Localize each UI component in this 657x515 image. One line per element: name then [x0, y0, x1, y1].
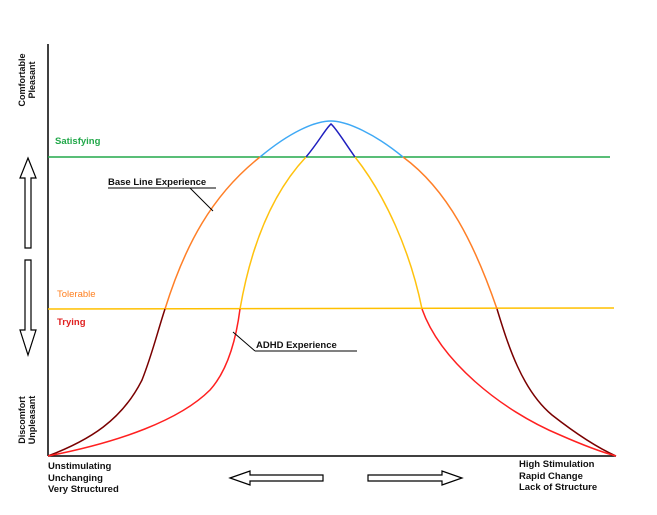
satisfying-label: Satisfying — [55, 136, 101, 147]
x-left-label-3: Very Structured — [48, 484, 119, 495]
baseline-curve-lower-left — [47, 308, 166, 457]
up-arrow-icon — [19, 156, 37, 249]
baseline-curve-label: Base Line Experience — [108, 177, 207, 188]
right-arrow-icon — [367, 470, 464, 486]
x-left-label-1: Unstimulating — [48, 461, 112, 472]
y-bottom-label-line1: Discomfort — [17, 396, 27, 444]
adhd-curve-lower-right — [421, 308, 617, 457]
adhd-curve-label: ADHD Experience — [256, 340, 337, 351]
left-arrow-icon — [228, 470, 324, 486]
x-left-label-2: Unchanging — [48, 472, 103, 484]
y-top-label-line1: Comfortable — [17, 53, 27, 106]
baseline-curve-upper-left — [164, 156, 261, 310]
baseline-curve-lower-right — [496, 308, 617, 457]
x-right-label-3: Lack of Structure — [519, 482, 598, 493]
adhd-curve-upper-left — [239, 156, 307, 310]
adhd-callout-line — [232, 331, 256, 352]
tolerable-line — [47, 307, 615, 310]
trying-label: Trying — [57, 317, 86, 328]
tolerable-label: Tolerable — [57, 289, 96, 300]
baseline-callout-line — [189, 187, 214, 212]
y-top-label-line2: Pleasant — [27, 61, 37, 98]
x-right-label-2: Rapid Change — [519, 470, 583, 482]
adhd-peak — [305, 123, 356, 158]
adhd-curve-lower-left — [47, 308, 241, 457]
x-right-labels: High Stimulation Rapid Change Lack of St… — [519, 459, 597, 494]
adhd-curve-upper-right — [354, 156, 423, 310]
x-left-labels: Unstimulating Unchanging Very Structured — [48, 461, 119, 496]
baseline-peak — [259, 120, 404, 158]
x-right-label-1: High Stimulation — [519, 459, 595, 470]
down-arrow-icon — [19, 259, 37, 357]
baseline-curve-upper-right — [402, 156, 498, 310]
y-bottom-label-line2: Unpleasant — [27, 396, 37, 445]
